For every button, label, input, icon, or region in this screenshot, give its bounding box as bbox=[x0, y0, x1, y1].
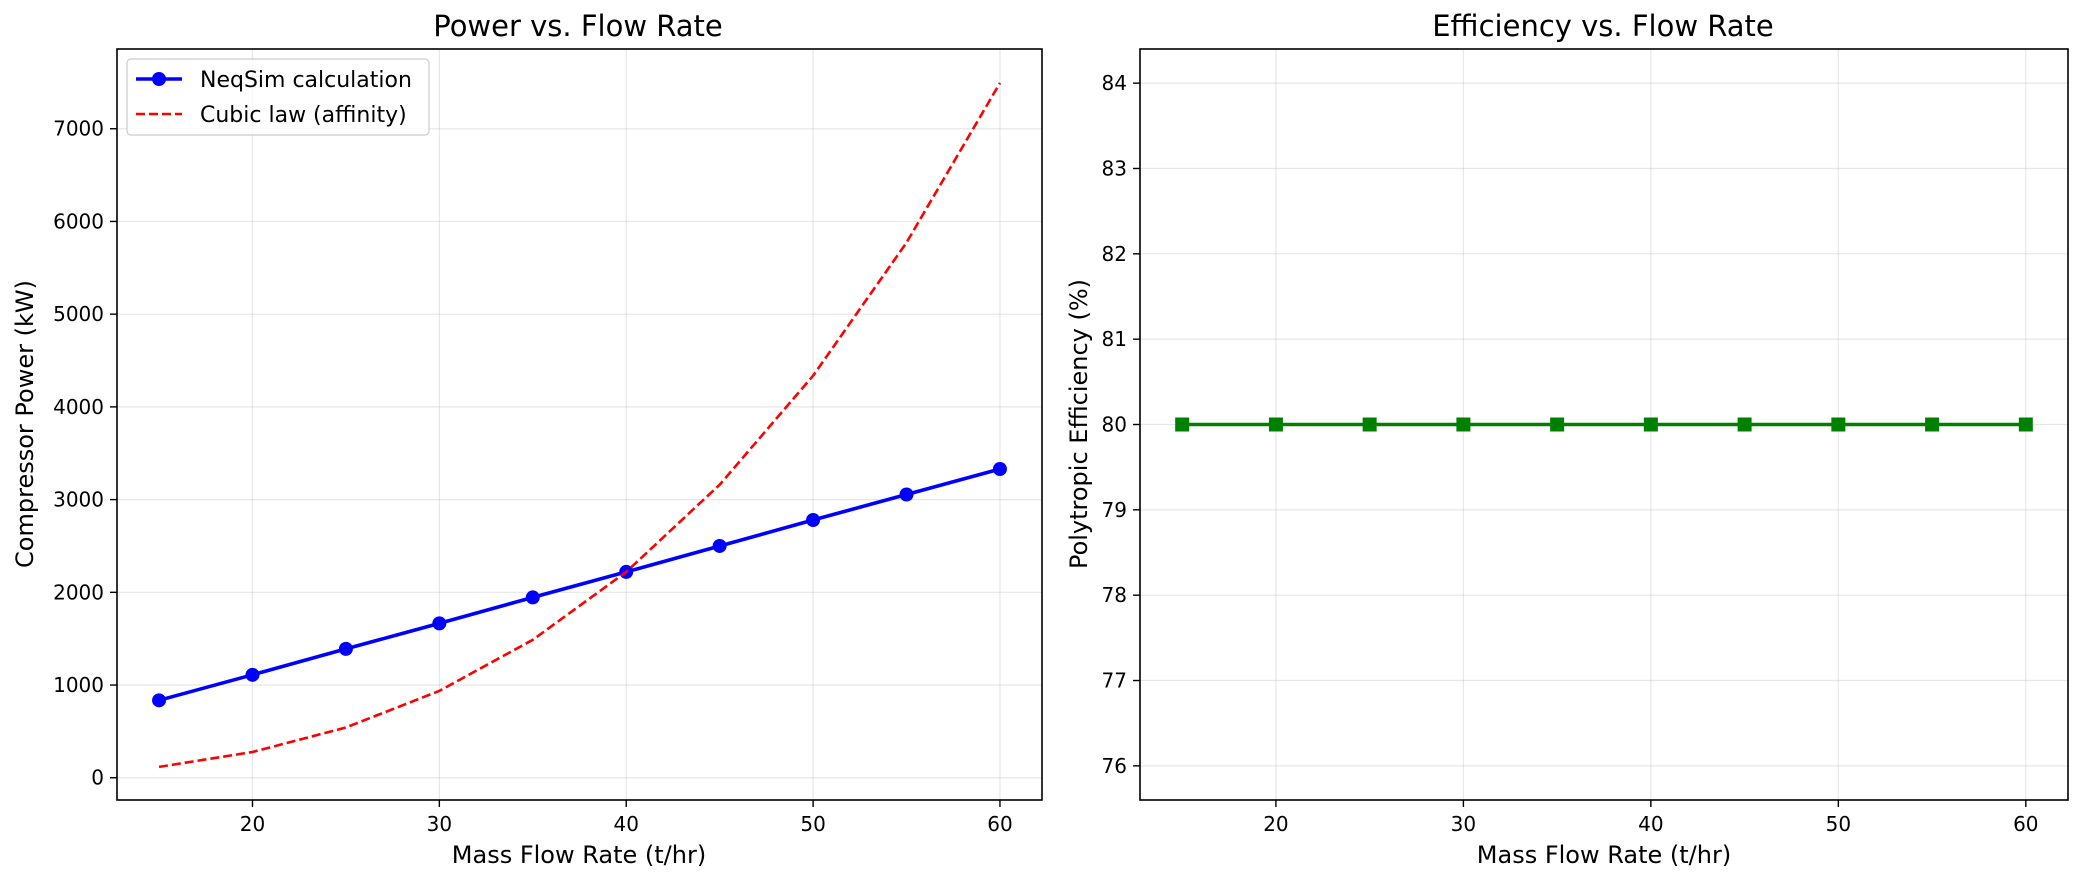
y-tick-label: 2000 bbox=[53, 580, 104, 604]
y-tick-label: 5000 bbox=[53, 302, 104, 326]
y-tick-label: 78 bbox=[1102, 583, 1127, 607]
efficiency-chart-series bbox=[1175, 417, 2033, 432]
legend-entry-neqsim: NeqSim calculation bbox=[136, 68, 412, 93]
efficiency-chart-y-ticks: 76 77 78 79 80 81 82 83 84 bbox=[1102, 71, 1140, 778]
series-line-0 bbox=[158, 467, 1001, 703]
legend-neqsim-label: NeqSim calculation bbox=[200, 68, 412, 93]
series-line-1 bbox=[158, 82, 1002, 769]
y-tick-label: 7000 bbox=[53, 117, 104, 141]
y-tick-label: 77 bbox=[1102, 669, 1127, 693]
data-point bbox=[525, 590, 540, 605]
x-tick-label: 50 bbox=[1826, 812, 1851, 836]
y-tick-label: 80 bbox=[1102, 413, 1127, 437]
data-point bbox=[1643, 417, 1658, 432]
legend-box bbox=[126, 58, 430, 136]
legend-entry-cubic: Cubic law (affinity) bbox=[136, 103, 407, 128]
legend-cubic-label: Cubic law (affinity) bbox=[200, 103, 407, 128]
data-point bbox=[992, 462, 1007, 477]
efficiency-chart-x-label: Mass Flow Rate (t/hr) bbox=[1477, 841, 1731, 869]
x-tick-label: 30 bbox=[1451, 812, 1476, 836]
data-point bbox=[806, 512, 821, 527]
data-point bbox=[152, 693, 167, 708]
data-point bbox=[432, 616, 447, 631]
power-chart-y-label: Compressor Power (kW) bbox=[11, 280, 39, 568]
x-tick-label: 40 bbox=[613, 812, 638, 836]
y-tick-label: 81 bbox=[1102, 327, 1127, 351]
data-point bbox=[2018, 417, 2033, 432]
power-chart-series bbox=[152, 82, 1007, 769]
x-tick-label: 40 bbox=[1638, 812, 1663, 836]
data-point bbox=[1362, 417, 1377, 432]
data-point bbox=[1175, 417, 1190, 432]
x-tick-label: 60 bbox=[2013, 812, 2038, 836]
efficiency-chart-x-ticks: 20 30 40 50 60 bbox=[1263, 800, 2039, 836]
x-tick-label: 50 bbox=[800, 812, 825, 836]
power-chart-x-label: Mass Flow Rate (t/hr) bbox=[452, 841, 706, 869]
data-point bbox=[1925, 417, 1940, 432]
efficiency-chart-title: Efficiency vs. Flow Rate bbox=[1432, 9, 1774, 43]
power-chart-y-ticks: 0 1000 2000 3000 4000 5000 6000 7000 bbox=[53, 117, 117, 790]
data-point bbox=[1550, 417, 1565, 432]
legend-neqsim-marker bbox=[152, 72, 166, 86]
data-point bbox=[338, 641, 353, 656]
y-tick-label: 84 bbox=[1102, 71, 1127, 95]
efficiency-chart-frame bbox=[1139, 48, 2069, 801]
y-tick-label: 79 bbox=[1102, 498, 1127, 522]
y-tick-label: 6000 bbox=[53, 209, 104, 233]
y-tick-label: 3000 bbox=[53, 488, 104, 512]
power-chart-x-ticks: 20 30 40 50 60 bbox=[240, 800, 1013, 836]
power-chart-frame bbox=[116, 48, 1043, 801]
data-point bbox=[1831, 417, 1846, 432]
y-tick-label: 76 bbox=[1102, 754, 1127, 778]
power-chart-title: Power vs. Flow Rate bbox=[433, 9, 723, 43]
data-point bbox=[1456, 417, 1471, 432]
power-chart-legend: NeqSim calculation Cubic law (affinity) bbox=[126, 58, 430, 136]
x-tick-label: 60 bbox=[987, 812, 1012, 836]
x-tick-label: 20 bbox=[1263, 812, 1288, 836]
x-tick-label: 30 bbox=[427, 812, 452, 836]
data-point bbox=[245, 667, 260, 682]
x-tick-label: 20 bbox=[240, 812, 265, 836]
data-point bbox=[1268, 417, 1283, 432]
y-tick-label: 83 bbox=[1102, 156, 1127, 180]
power-chart: Power vs. Flow Rate 20 30 40 50 60 0 1000 2000… bbox=[11, 9, 1043, 869]
efficiency-chart: Efficiency vs. Flow Rate 20 30 40 50 60 76 77… bbox=[1065, 9, 2069, 869]
y-tick-label: 1000 bbox=[53, 673, 104, 697]
data-point bbox=[712, 538, 727, 553]
data-point bbox=[1737, 417, 1752, 432]
efficiency-chart-y-label: Polytropic Efficiency (%) bbox=[1065, 279, 1093, 569]
y-tick-label: 0 bbox=[91, 766, 104, 790]
y-tick-label: 82 bbox=[1102, 242, 1127, 266]
data-point bbox=[899, 487, 914, 502]
y-tick-label: 4000 bbox=[53, 395, 104, 419]
